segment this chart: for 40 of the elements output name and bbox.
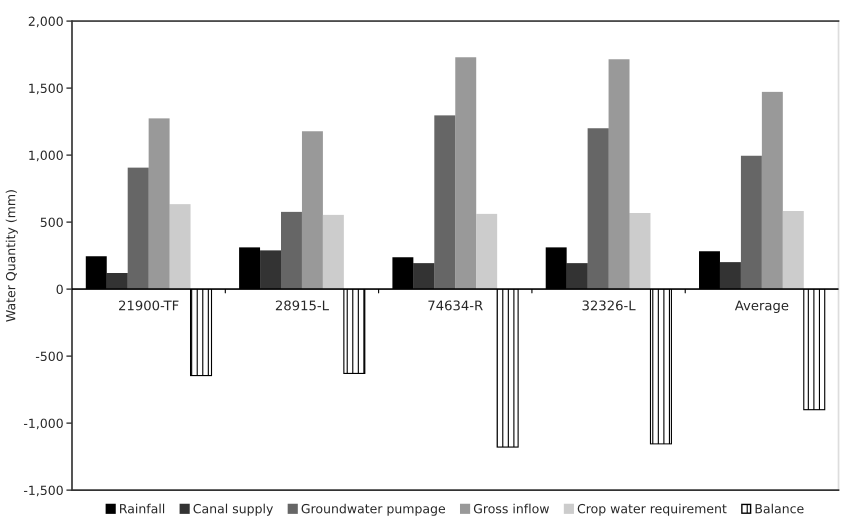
y-tick-label: 1,500 [29,84,63,94]
bar [128,168,149,290]
bar [434,115,456,290]
bar [588,128,609,290]
x-tick-label: 21900-TF [119,300,178,310]
bar [260,250,282,290]
bar [566,263,588,290]
bar [281,212,302,290]
legend-label: Balance [756,504,804,514]
legend-label: Gross inflow [474,504,549,514]
bar [413,263,434,290]
bar [782,210,804,290]
bar [608,59,630,290]
bar [302,131,323,290]
y-tick-label: 0 [56,284,63,294]
x-tick-label: Average [734,300,788,313]
y-tick-label: -500 [36,352,63,362]
bar [720,262,741,290]
x-tick-label: 28915-L [276,300,329,310]
legend-label: Canal supply [193,504,273,516]
y-tick-label: 1,000 [29,150,63,162]
bar [148,118,170,290]
bar [630,212,650,290]
x-tick-label: 74634-R [428,300,483,310]
legend-label: Groundwater pumpage [302,504,446,516]
x-tick-label: 32326-L [582,300,636,310]
y-tick-label: -1,000 [24,418,63,430]
y-tick-label: 500 [40,218,63,228]
bar [106,273,128,290]
y-axis-title: Water Quantity (mm) [6,190,18,322]
y-tick-label: 2,000 [28,16,63,28]
bar [455,57,476,290]
bar [762,92,783,290]
bar [740,156,762,290]
legend-label: Rainfall [120,504,164,514]
bar [322,214,344,290]
legend-label: Crop water requirement [578,504,727,516]
bar [170,204,191,290]
y-tick-label: -1,500 [24,486,63,496]
bar [476,214,498,290]
